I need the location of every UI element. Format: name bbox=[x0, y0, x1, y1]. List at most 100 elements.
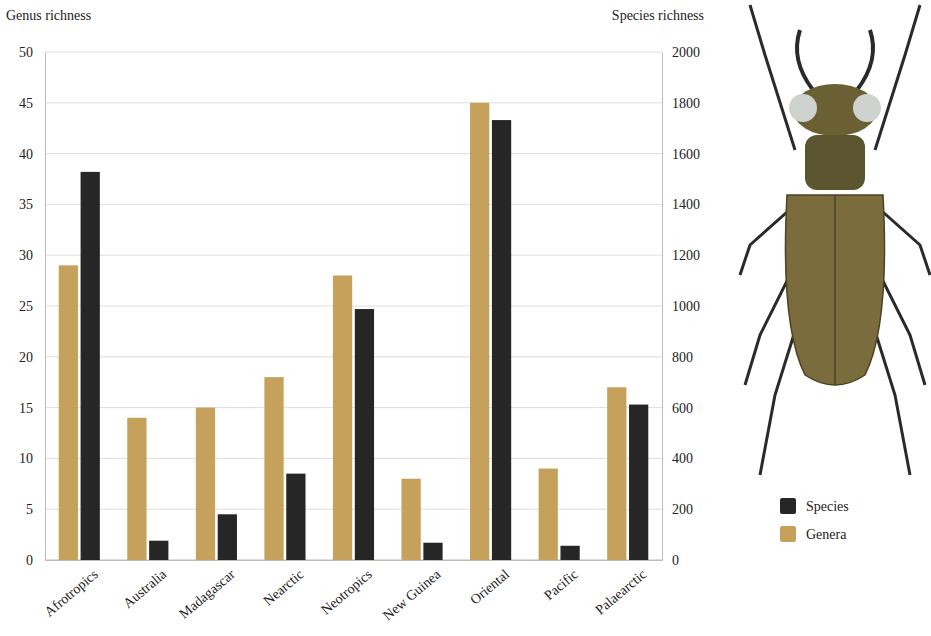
tick-label: 1400 bbox=[672, 197, 700, 212]
legend-swatch bbox=[780, 526, 796, 542]
tick-label: 1800 bbox=[672, 96, 700, 111]
tick: Oriental bbox=[467, 560, 512, 608]
tick: 1400 bbox=[662, 197, 700, 212]
bar bbox=[127, 418, 146, 560]
tick-label: 600 bbox=[672, 401, 693, 416]
grid-line bbox=[45, 306, 662, 307]
tick: 200 bbox=[662, 502, 693, 517]
bar bbox=[470, 103, 489, 560]
bars bbox=[59, 103, 649, 560]
bar bbox=[355, 309, 374, 560]
beetle-leg bbox=[750, 5, 795, 150]
axis-line bbox=[45, 53, 46, 561]
tick-label: 35 bbox=[19, 197, 33, 212]
bar bbox=[81, 172, 100, 560]
tick: 45 bbox=[19, 96, 45, 111]
bar bbox=[401, 479, 420, 560]
grid-line bbox=[45, 52, 662, 53]
tick: 1000 bbox=[662, 299, 700, 314]
beetle-eye bbox=[853, 94, 881, 122]
tick-label: 1600 bbox=[672, 147, 700, 162]
tick-label: 10 bbox=[19, 451, 33, 466]
beetle-thorax bbox=[805, 135, 865, 190]
tick-label: 40 bbox=[19, 147, 33, 162]
tick-label: 15 bbox=[19, 401, 33, 416]
grid bbox=[45, 52, 662, 560]
axis-title: Genus richness bbox=[6, 8, 91, 23]
tick-label: 20 bbox=[19, 350, 33, 365]
axis-line bbox=[662, 53, 663, 561]
tick-label: 30 bbox=[19, 248, 33, 263]
tick: 2000 bbox=[662, 45, 700, 60]
tick-label: 800 bbox=[672, 350, 693, 365]
tick-label: 50 bbox=[19, 45, 33, 60]
tick-label: 1200 bbox=[672, 248, 700, 263]
bar bbox=[149, 541, 168, 560]
tick-label: 200 bbox=[672, 502, 693, 517]
bar bbox=[560, 546, 579, 560]
bar bbox=[218, 514, 237, 560]
tick: Nearctic bbox=[260, 560, 306, 609]
tick: 800 bbox=[662, 350, 693, 365]
bar bbox=[492, 120, 511, 560]
tick-label: Oriental bbox=[467, 566, 512, 607]
tick: 600 bbox=[662, 401, 693, 416]
beetle-leg bbox=[875, 5, 920, 150]
grid-line bbox=[45, 356, 662, 357]
beetle-illustration bbox=[740, 5, 930, 475]
tick-label: Australia bbox=[120, 566, 170, 611]
tick-label: 0 bbox=[26, 553, 33, 568]
bar bbox=[423, 543, 442, 560]
bar bbox=[629, 405, 648, 560]
beetle-mandible bbox=[857, 30, 873, 90]
tick: Australia bbox=[120, 560, 170, 611]
grid-line bbox=[45, 204, 662, 205]
legend-label: Species bbox=[806, 499, 849, 514]
beetle-suture bbox=[834, 195, 836, 385]
tick-label: Nearctic bbox=[260, 567, 306, 609]
tick-label: New Guinea bbox=[380, 566, 444, 623]
tick: 15 bbox=[19, 401, 45, 416]
tick: 50 bbox=[19, 45, 45, 60]
bar bbox=[196, 408, 215, 560]
tick-label: 400 bbox=[672, 451, 693, 466]
tick: 1200 bbox=[662, 248, 700, 263]
tick: Madagascar bbox=[176, 560, 238, 622]
tick-label: 5 bbox=[26, 502, 33, 517]
bar bbox=[286, 474, 305, 560]
tick-label: Pacific bbox=[541, 567, 580, 603]
beetle-elytra bbox=[785, 195, 884, 385]
grid-line bbox=[45, 407, 662, 408]
tick: 35 bbox=[19, 197, 45, 212]
tick: 10 bbox=[19, 451, 45, 466]
tick: New Guinea bbox=[380, 560, 444, 623]
tick-label: 2000 bbox=[672, 45, 700, 60]
tick-label: 1000 bbox=[672, 299, 700, 314]
tick-label: Neotropics bbox=[318, 567, 375, 618]
tick: Afrotropics bbox=[42, 560, 101, 620]
tick: 400 bbox=[662, 451, 693, 466]
axis: 0 5 10 15 20 25 30 35 40 45 50 bbox=[19, 45, 46, 568]
tick-label: Madagascar bbox=[176, 566, 238, 621]
tick: 5 bbox=[26, 502, 45, 517]
tick-label: 45 bbox=[19, 96, 33, 111]
legend-label: Genera bbox=[806, 527, 847, 542]
axis-title: Species richness bbox=[612, 8, 704, 23]
legend: Species Genera bbox=[780, 498, 849, 542]
tick: 1600 bbox=[662, 147, 700, 162]
tick: 20 bbox=[19, 350, 45, 365]
bar bbox=[333, 276, 352, 560]
tick: Pacific bbox=[541, 560, 580, 603]
tick-label: 25 bbox=[19, 299, 33, 314]
chart: 0 5 10 15 20 25 30 35 40 45 500 200 400 600 800 1000 120… bbox=[0, 0, 931, 636]
bar bbox=[607, 387, 626, 560]
bar bbox=[264, 377, 283, 560]
axis: 0200400600800100012001400160018002000 bbox=[662, 45, 700, 568]
bar bbox=[59, 265, 78, 560]
axis: Afrotropics AustraliaMadagascar Nearctic Ne… bbox=[42, 560, 663, 623]
axis-line bbox=[46, 560, 663, 561]
tick: 30 bbox=[19, 248, 45, 263]
tick: 40 bbox=[19, 147, 45, 162]
legend-swatch bbox=[780, 498, 796, 514]
grid-line bbox=[45, 102, 662, 103]
